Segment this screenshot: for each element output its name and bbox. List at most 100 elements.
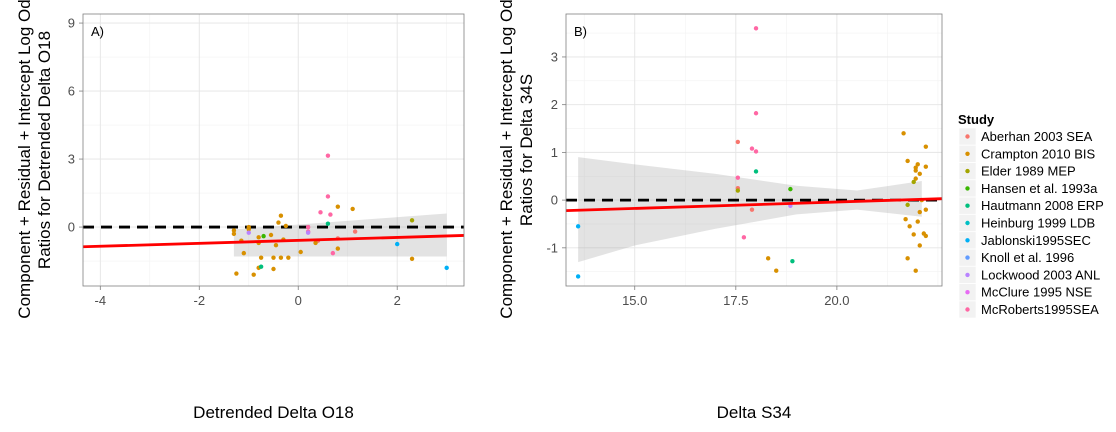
data-point [298, 249, 303, 255]
panel-b-x-axis-title: Delta S34 [717, 403, 792, 422]
legend-label: Jablonski1995SEC [981, 233, 1091, 248]
data-point [278, 255, 284, 260]
data-point [735, 175, 741, 180]
data-point [749, 146, 755, 151]
panel-b-background [566, 14, 942, 286]
legend-swatch [965, 220, 970, 226]
legend-label: Crampton 2010 BIS [981, 146, 1096, 161]
data-point [753, 149, 759, 154]
data-point [905, 256, 910, 261]
confidence-band [233, 213, 447, 257]
panel-a-border [82, 13, 465, 287]
legend-label: Hautmann 2008 ERP [981, 198, 1104, 213]
x-tick-label: -2 [193, 293, 205, 308]
data-point [276, 220, 281, 225]
data-point [409, 256, 415, 261]
y-tick-label: -1 [546, 240, 558, 255]
y-tick-label: 2 [551, 97, 558, 112]
legend-swatch [965, 186, 970, 191]
data-point [318, 210, 323, 215]
data-point [256, 235, 261, 240]
data-point [286, 255, 291, 260]
data-point [305, 230, 311, 235]
data-point [325, 221, 331, 226]
panel-b-fit-line [565, 197, 943, 213]
data-point [790, 258, 795, 264]
data-point [444, 265, 449, 271]
panel-b: B) 15.0 17.5 20.0 -1 0 1 2 3 Delta S34 Compone… [497, 0, 943, 422]
legend-swatch [965, 255, 970, 260]
data-point [915, 162, 920, 167]
data-point [913, 268, 918, 273]
panel-a-label: A) [91, 24, 104, 39]
y-tick-label: 6 [68, 84, 75, 99]
panel-a-fit-line [82, 234, 465, 249]
data-point [765, 256, 771, 261]
data-point [913, 168, 918, 173]
data-point [273, 243, 279, 248]
data-point [268, 232, 274, 238]
y-tick-label: 0 [68, 220, 75, 235]
legend-label: McClure 1995 NSE [981, 285, 1093, 300]
data-point [903, 216, 908, 222]
panel-b-border [565, 13, 943, 287]
legend-swatch [965, 272, 970, 278]
panel-b-y-axis-title-line2: Ratios for Delta 34S [517, 74, 536, 226]
data-point [735, 139, 741, 145]
data-point [251, 272, 256, 277]
legend-swatch [965, 307, 970, 312]
data-point [741, 235, 747, 240]
legend-title: Study [958, 112, 995, 127]
data-point [278, 213, 284, 218]
data-point [788, 186, 793, 192]
data-point [352, 229, 358, 234]
data-point [330, 250, 336, 256]
fit-line [565, 197, 943, 213]
x-tick-label: 0 [295, 293, 302, 308]
y-tick-label: 1 [551, 145, 558, 160]
data-point [261, 233, 266, 239]
data-point [241, 250, 247, 256]
data-point [305, 224, 311, 230]
panel-a-x-ticks: -4 -2 0 2 [95, 286, 401, 308]
y-tick-label: 3 [551, 49, 558, 64]
data-point [231, 228, 237, 233]
legend-label: Hansen et al. 1993a [981, 181, 1098, 196]
data-point [749, 207, 755, 212]
data-point [283, 223, 289, 229]
data-point [335, 246, 341, 251]
data-point [907, 224, 912, 229]
legend-label: Knoll et al. 1996 [981, 250, 1074, 265]
data-point [258, 255, 264, 260]
data-point [753, 169, 759, 174]
data-point [395, 241, 400, 247]
data-point [923, 207, 929, 212]
panel-a-x-axis-title: Detrended Delta O18 [193, 403, 354, 422]
data-point [923, 144, 929, 149]
x-tick-label: 20.0 [824, 293, 849, 308]
data-point [917, 209, 922, 215]
data-point [753, 111, 759, 116]
panel-b-points [575, 26, 929, 279]
legend-label: Aberhan 2003 SEA [981, 129, 1093, 144]
data-point [409, 218, 415, 223]
fit-line [82, 234, 465, 249]
legend-swatch [965, 290, 970, 295]
y-tick-label: 3 [68, 152, 75, 167]
y-tick-label: 9 [68, 16, 75, 31]
legend-swatch [965, 168, 970, 174]
panel-b-y-axis-title-line1: Component + Residual + Intercept Log Odd… [497, 0, 516, 319]
data-point [917, 243, 922, 248]
data-point [325, 153, 331, 158]
data-point [917, 171, 922, 177]
data-point [905, 158, 910, 164]
legend: Study Aberhan 2003 SEA Crampton 2010 BIS E… [958, 112, 1104, 319]
legend-swatch [965, 151, 970, 156]
panel-b-label: B) [574, 24, 587, 39]
data-point [901, 131, 906, 136]
data-point [328, 212, 333, 217]
legend-items: Aberhan 2003 SEA Crampton 2010 BIS Elder 1… [958, 127, 1104, 319]
y-tick-label: 0 [551, 193, 558, 208]
data-point [923, 164, 929, 169]
